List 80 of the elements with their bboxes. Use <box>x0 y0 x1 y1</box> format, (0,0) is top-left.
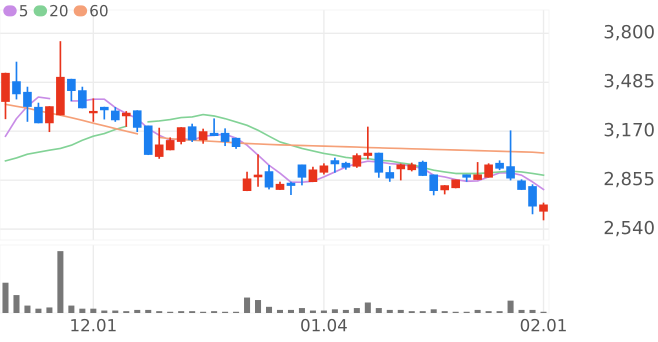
candlestick <box>89 98 98 122</box>
bar <box>364 302 371 313</box>
bar <box>244 298 250 313</box>
candlestick <box>132 110 142 132</box>
bar <box>474 310 481 313</box>
candlestick <box>67 78 76 102</box>
candlestick <box>264 165 274 190</box>
bar <box>518 310 525 313</box>
bar <box>90 308 96 313</box>
bar <box>68 306 74 313</box>
candlestick <box>220 128 230 146</box>
candlestick <box>528 184 537 214</box>
bar <box>298 308 305 313</box>
candlestick <box>78 86 87 108</box>
candlestick <box>308 166 318 182</box>
y-tick-label: 2,855 <box>604 172 654 188</box>
candlestick <box>385 166 394 182</box>
candlestick <box>320 163 328 174</box>
candlestick <box>100 106 109 120</box>
bar <box>57 251 64 313</box>
candlestick <box>374 152 384 178</box>
bar <box>35 308 42 313</box>
candlestick <box>198 128 208 144</box>
bar <box>376 308 382 313</box>
legend-label: 60 <box>90 4 108 16</box>
bar <box>145 310 152 313</box>
candlestick <box>352 153 362 168</box>
candlestick <box>539 202 548 220</box>
bar <box>288 310 294 313</box>
candlestick <box>473 162 482 180</box>
candlestick <box>429 174 438 196</box>
bar <box>398 310 404 313</box>
candlestick <box>210 118 218 136</box>
candlestick <box>34 102 43 124</box>
bar <box>430 309 437 313</box>
bar <box>386 310 393 313</box>
bar <box>332 309 338 313</box>
candlestick <box>418 160 428 176</box>
candlestick <box>298 164 306 186</box>
bar <box>13 295 20 313</box>
candlestick <box>122 111 131 127</box>
candlestick <box>166 137 175 150</box>
y-tick-label: 3,800 <box>604 24 654 40</box>
candlestick <box>23 86 32 122</box>
bar <box>24 306 30 313</box>
candlestick <box>254 154 262 187</box>
candlestick <box>176 127 186 144</box>
bar <box>508 300 514 313</box>
legend-label: 20 <box>50 4 68 16</box>
x-tick-label: 12.01 <box>71 318 116 332</box>
x-tick-label: 02.01 <box>520 318 566 332</box>
y-tick-label: 3,170 <box>604 122 654 138</box>
bar <box>46 307 52 313</box>
candlestick <box>330 158 340 173</box>
candlestick <box>45 106 54 132</box>
y-tick-label: 3,485 <box>604 74 654 90</box>
y-tick-label: 2,540 <box>604 220 654 236</box>
bar <box>342 310 349 313</box>
bar <box>134 310 140 313</box>
bar <box>255 300 262 313</box>
candlestick <box>232 138 240 149</box>
candlestick <box>154 128 164 159</box>
bar <box>354 308 360 313</box>
candlestick <box>188 124 196 142</box>
bar <box>276 310 284 313</box>
bar <box>266 306 272 313</box>
candlestick <box>396 164 406 180</box>
candlestick <box>242 172 252 192</box>
x-tick-label: 01.04 <box>301 318 347 332</box>
candlestick <box>517 179 526 190</box>
candlestick <box>286 182 296 195</box>
candlestick <box>506 130 515 180</box>
candlestick <box>110 107 120 122</box>
bar <box>2 282 9 313</box>
candlestick <box>364 126 372 160</box>
candlestick <box>12 62 21 100</box>
bar <box>530 310 536 313</box>
candlestick <box>484 163 493 178</box>
bar <box>79 308 86 313</box>
legend-label: 5 <box>20 5 28 16</box>
